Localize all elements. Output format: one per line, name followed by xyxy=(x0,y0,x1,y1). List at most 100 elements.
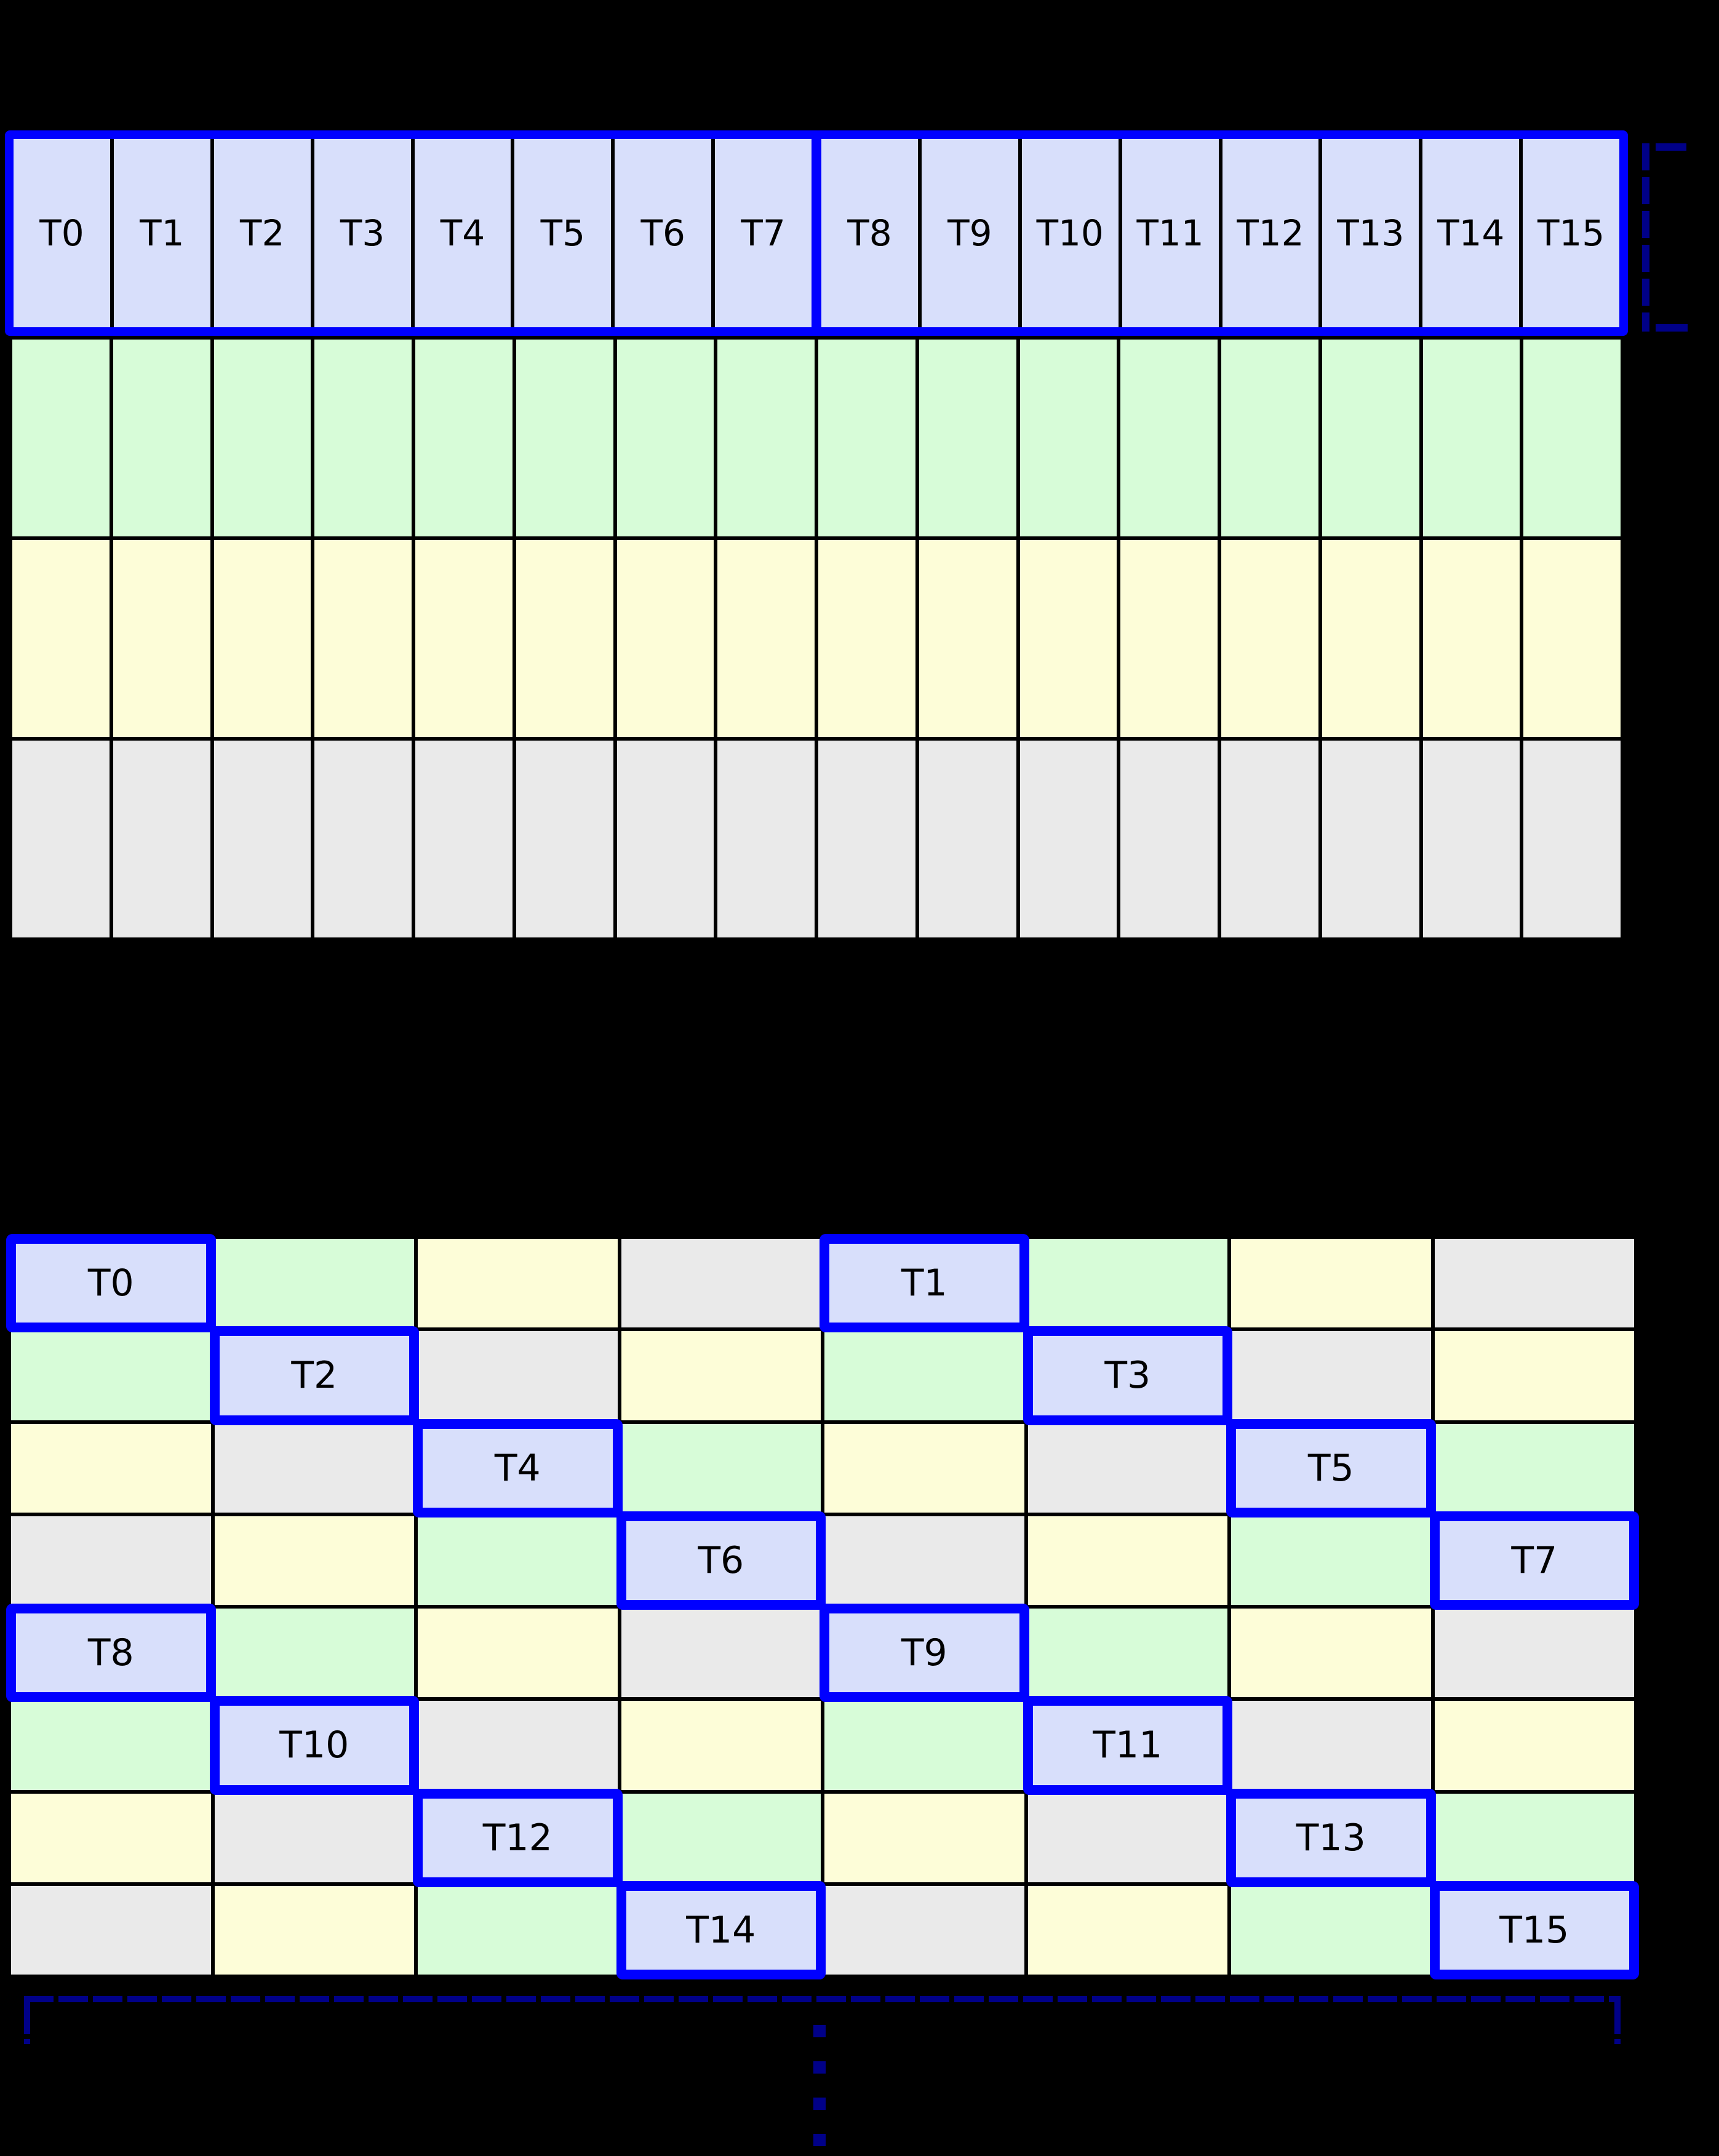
bottom-memory-cell xyxy=(824,1793,1024,1882)
bottom-memory-cell xyxy=(1434,1609,1634,1698)
memory-cell xyxy=(1419,540,1520,737)
bottom-thread-cell-T12: T12 xyxy=(413,1788,623,1887)
bottom-memory-cell xyxy=(1027,1793,1227,1882)
thread-label: T7 xyxy=(1511,1538,1558,1582)
continuation-right-tick xyxy=(1614,1996,1621,2044)
top-thread-cell-T7: T7 xyxy=(711,139,812,327)
memory-cell xyxy=(1318,540,1419,737)
bottom-memory-cell xyxy=(621,1793,821,1882)
memory-cell xyxy=(210,741,311,937)
bottom-thread-cell-T11: T11 xyxy=(1023,1696,1232,1795)
bottom-thread-cell-T13: T13 xyxy=(1226,1788,1436,1887)
thread-label: T14 xyxy=(1437,212,1505,254)
thread-label: T9 xyxy=(901,1631,947,1675)
memory-cell xyxy=(613,741,714,937)
bracket-bottom-arm xyxy=(1656,324,1688,332)
memory-cell xyxy=(210,540,311,737)
memory-cell xyxy=(311,340,412,536)
memory-cell xyxy=(1419,741,1520,937)
bottom-memory-cell xyxy=(11,1885,211,1975)
memory-cell xyxy=(815,340,915,536)
memory-cell xyxy=(1520,540,1621,737)
bottom-thread-cell-T15: T15 xyxy=(1429,1880,1639,1980)
bottom-memory-cell xyxy=(621,1423,821,1513)
memory-row-green xyxy=(12,340,1621,536)
memory-cell xyxy=(714,340,815,536)
top-thread-cell-T8: T8 xyxy=(812,139,918,327)
thread-label: T13 xyxy=(1337,212,1405,254)
top-thread-cell-T2: T2 xyxy=(210,139,311,327)
bottom-thread-cell-T6: T6 xyxy=(616,1511,826,1610)
bottom-memory-cell xyxy=(418,1885,618,1975)
thread-label: T5 xyxy=(540,212,585,254)
bottom-memory-cell xyxy=(1027,1239,1227,1328)
bottom-memory-cell xyxy=(1434,1793,1634,1882)
bottom-thread-cell-T9: T9 xyxy=(820,1603,1029,1703)
bottom-memory-cell xyxy=(1027,1423,1227,1513)
bottom-memory-cell xyxy=(824,1423,1024,1513)
thread-label: T8 xyxy=(847,212,892,254)
thread-label: T4 xyxy=(440,212,485,254)
thread-label: T0 xyxy=(87,1262,134,1305)
top-thread-cell-T12: T12 xyxy=(1218,139,1319,327)
memory-cell xyxy=(12,340,110,536)
thread-label: T8 xyxy=(87,1631,134,1675)
memory-cell xyxy=(915,741,1016,937)
thread-label: T6 xyxy=(698,1538,744,1582)
bottom-memory-cell xyxy=(214,1885,414,1975)
thread-label: T4 xyxy=(494,1446,541,1490)
thread-label: T15 xyxy=(1499,1908,1569,1952)
memory-cell xyxy=(815,741,915,937)
memory-cell xyxy=(311,540,412,737)
memory-cell xyxy=(815,540,915,737)
bottom-memory-cell xyxy=(1231,1331,1431,1420)
top-thread-cell-T14: T14 xyxy=(1419,139,1520,327)
memory-cell xyxy=(1016,741,1117,937)
bottom-thread-cell-T0: T0 xyxy=(6,1233,216,1333)
memory-cell xyxy=(412,340,513,536)
memory-cell xyxy=(512,340,613,536)
memory-cell xyxy=(311,741,412,937)
bottom-memory-cell xyxy=(214,1423,414,1513)
continuation-bracket xyxy=(24,1996,1621,2044)
top-thread-cell-T9: T9 xyxy=(917,139,1018,327)
top-thread-cell-T4: T4 xyxy=(410,139,511,327)
bottom-thread-cell-T14: T14 xyxy=(616,1880,826,1980)
memory-cell xyxy=(512,540,613,737)
bottom-memory-cell xyxy=(1027,1516,1227,1605)
memory-cell xyxy=(1016,340,1117,536)
bottom-memory-cell xyxy=(1434,1239,1634,1328)
bottom-memory-cell xyxy=(214,1793,414,1882)
vertical-ellipsis-icon xyxy=(813,2025,826,2146)
memory-cell xyxy=(1218,741,1318,937)
bottom-thread-cell-T4: T4 xyxy=(413,1418,623,1518)
bottom-memory-cell xyxy=(418,1701,618,1790)
bracket-dashed-line xyxy=(1642,143,1649,332)
memory-cell xyxy=(1117,340,1218,536)
bottom-memory-cell xyxy=(1231,1609,1431,1698)
bottom-memory-cell xyxy=(418,1609,618,1698)
bottom-memory-cell xyxy=(214,1239,414,1328)
continuation-dashed-line xyxy=(24,1996,1621,2002)
memory-cell xyxy=(714,741,815,937)
bottom-memory-cell xyxy=(1027,1885,1227,1975)
memory-cell xyxy=(1117,540,1218,737)
memory-cell xyxy=(210,340,311,536)
top-grid-memory-rows xyxy=(9,336,1624,941)
memory-cell xyxy=(412,540,513,737)
thread-label: T1 xyxy=(140,212,185,254)
bottom-memory-cell xyxy=(418,1239,618,1328)
thread-row-bracket xyxy=(1642,143,1688,332)
thread-label: T11 xyxy=(1136,212,1204,254)
bottom-memory-cell xyxy=(1027,1609,1227,1698)
memory-cell xyxy=(1419,340,1520,536)
memory-cell xyxy=(1117,741,1218,937)
thread-label: T12 xyxy=(1237,212,1304,254)
top-thread-cell-T5: T5 xyxy=(511,139,612,327)
memory-cell xyxy=(613,540,714,737)
thread-label: T12 xyxy=(482,1816,552,1860)
thread-label: T14 xyxy=(686,1908,756,1952)
thread-label: T2 xyxy=(240,212,285,254)
thread-label: T0 xyxy=(39,212,84,254)
